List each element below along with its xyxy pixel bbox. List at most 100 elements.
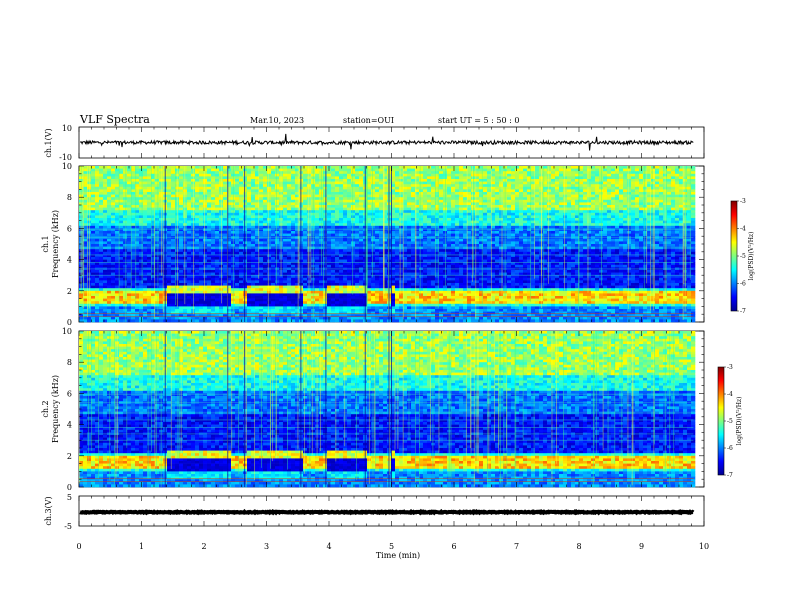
spectrogram-cell <box>147 241 151 244</box>
spectrogram-cell <box>143 215 147 218</box>
spectrogram-cell <box>159 171 163 174</box>
spectrogram-cell <box>115 291 119 294</box>
spectrogram-cell <box>191 189 195 192</box>
spectrogram-cell <box>167 265 171 268</box>
spectrogram-cell <box>207 192 211 195</box>
spectrogram-cell <box>191 200 195 203</box>
spectrogram-cell <box>119 174 123 177</box>
spectrogram-cell <box>159 231 163 234</box>
spectrogram-cell <box>111 301 115 304</box>
spectrogram-cell <box>99 275 103 278</box>
spectrogram-cell <box>107 306 111 309</box>
spectrogram-cell <box>147 278 151 281</box>
spectrogram-cell <box>155 275 159 278</box>
spectrogram-cell <box>191 221 195 224</box>
spectrogram-cell <box>143 301 147 304</box>
spectrogram-cell <box>191 252 195 255</box>
spectrogram-cell <box>115 231 119 234</box>
spectrogram-cell <box>187 192 191 195</box>
spectrogram-cell <box>167 244 171 247</box>
spectrogram-cell <box>131 296 135 299</box>
spectrogram-cell <box>111 195 115 198</box>
spectrogram-cell <box>127 252 131 255</box>
spectrogram-cell <box>199 210 203 213</box>
spectrogram-cell <box>155 231 159 234</box>
spectrogram-cell <box>195 223 199 226</box>
spectrogram-cell <box>199 187 203 190</box>
spectrogram-cell <box>199 208 203 211</box>
spectrogram-cell <box>123 299 127 302</box>
spectrogram-cell <box>143 234 147 237</box>
spectrogram-cell <box>119 195 123 198</box>
spectrogram-cell <box>203 244 207 247</box>
spectrogram-cell <box>151 319 155 322</box>
spectrogram-cell <box>195 228 199 231</box>
spectrogram-cell <box>95 317 99 320</box>
spectrogram-cell <box>119 275 123 278</box>
spectrogram-cell <box>155 221 159 224</box>
spectrogram-cell <box>95 210 99 213</box>
spectrogram-cell <box>139 239 143 242</box>
spectrogram-cell <box>119 278 123 281</box>
spectrogram-cell <box>111 306 115 309</box>
spectrogram-cell <box>115 239 119 242</box>
spectrogram-cell <box>143 319 147 322</box>
spectrogram-cell <box>155 249 159 252</box>
spectrogram-cell <box>95 202 99 205</box>
spectrogram-cell <box>131 301 135 304</box>
spectrogram-cell <box>207 218 211 221</box>
spectrogram-cell <box>159 286 163 289</box>
spectrogram-cell <box>123 280 127 283</box>
chart-title: VLF Spectra <box>79 113 150 126</box>
spectrogram-cell <box>171 223 175 226</box>
spectrogram-cell <box>123 213 127 216</box>
spectrogram-cell <box>127 241 131 244</box>
spectrogram-cell <box>195 187 199 190</box>
spectrogram-cell <box>187 208 191 211</box>
spectrogram-cell <box>123 296 127 299</box>
spectrogram-cell <box>179 179 183 182</box>
spectrogram-cell <box>159 179 163 182</box>
spectrogram-cell <box>111 166 115 169</box>
spectrogram-cell <box>127 304 131 307</box>
spectrogram-cell <box>91 176 95 179</box>
spectrogram-cell <box>159 218 163 221</box>
spectrogram-cell <box>99 218 103 221</box>
spectrogram-cell <box>203 299 207 302</box>
spectrogram-cell <box>147 226 151 229</box>
spectrogram-cell <box>191 265 195 268</box>
spectrogram-cell <box>203 278 207 281</box>
spectrogram-cell <box>203 241 207 244</box>
spectrogram-cell <box>99 208 103 211</box>
spectrogram-cell <box>147 244 151 247</box>
spectrogram-cell <box>131 187 135 190</box>
spectrogram-cell <box>187 179 191 182</box>
spectrogram-cell <box>147 205 151 208</box>
spectrogram-cell <box>131 208 135 211</box>
spectrogram-cell <box>119 241 123 244</box>
spectrogram-cell <box>115 197 119 200</box>
spectrogram-cell <box>107 200 111 203</box>
spectrogram-cell <box>119 304 123 307</box>
spectrogram-cell <box>119 291 123 294</box>
spectrogram-cell <box>127 283 131 286</box>
spectrogram-cell <box>179 189 183 192</box>
spectrogram-cell <box>207 176 211 179</box>
spectrogram-cell <box>199 257 203 260</box>
spectrogram-cell <box>207 231 211 234</box>
spectrogram-cell <box>207 252 211 255</box>
spectrogram-cell <box>203 218 207 221</box>
spectrogram-cell <box>179 169 183 172</box>
spectrogram-cell <box>131 283 135 286</box>
spectrogram-cell <box>91 286 95 289</box>
spectrogram-cell <box>131 304 135 307</box>
spectrogram-cell <box>207 221 211 224</box>
spectrogram-cell <box>99 270 103 273</box>
spectrogram-cell <box>187 202 191 205</box>
spectrogram-cell <box>191 306 195 309</box>
spectrogram-cell <box>147 195 151 198</box>
spectrogram-cell <box>203 280 207 283</box>
spectrogram-cell <box>187 234 191 237</box>
spectrogram-cell <box>155 228 159 231</box>
spectrogram-cell <box>127 244 131 247</box>
